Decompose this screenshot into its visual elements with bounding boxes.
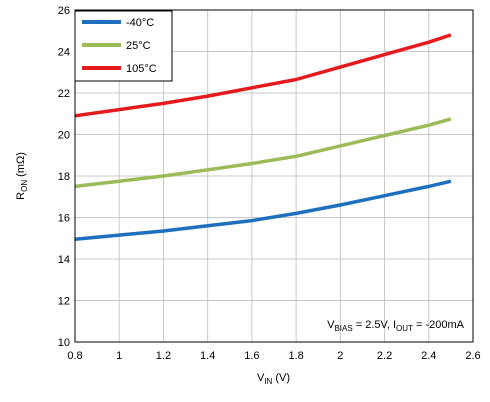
series-lines xyxy=(74,33,452,242)
series-line-0 xyxy=(74,179,452,242)
x-tick-label: 0.8 xyxy=(67,350,82,362)
x-tick-label: 2.2 xyxy=(377,350,392,362)
y-axis-title-main: R xyxy=(15,192,27,200)
series-line-1 xyxy=(74,117,452,189)
series-line-2 xyxy=(74,33,452,118)
annot-out-sub: OUT xyxy=(396,324,413,333)
annot-v: V xyxy=(327,319,335,331)
x-axis-title-unit: (V) xyxy=(272,372,290,384)
annot-out-val: = -200mA xyxy=(413,319,465,331)
y-tick-label: 16 xyxy=(58,213,70,225)
y-tick-label: 26 xyxy=(58,5,70,17)
x-tick-label: 1.4 xyxy=(200,350,215,362)
legend-label-2: 105°C xyxy=(126,63,157,75)
x-axis-title-main: V xyxy=(257,372,265,384)
legend: -40°C 25°C 105°C xyxy=(74,10,173,82)
y-tick-labels: 10 12 14 16 18 20 22 24 26 xyxy=(58,5,70,349)
y-axis-title-unit: (mΩ) xyxy=(15,152,27,180)
x-tick-label: 2.4 xyxy=(421,350,436,362)
x-tick-label: 1.2 xyxy=(156,350,171,362)
plot-frame xyxy=(74,9,474,343)
y-axis-title-sub: ON xyxy=(20,180,29,192)
y-tick-label: 18 xyxy=(58,171,70,183)
y-axis-title: RON (mΩ) xyxy=(15,152,29,200)
y-tick-label: 10 xyxy=(58,337,70,349)
y-tick-label: 22 xyxy=(58,88,70,100)
x-tick-label: 1.6 xyxy=(244,350,259,362)
legend-label-1: 25°C xyxy=(126,40,151,52)
y-tick-label: 20 xyxy=(58,130,70,142)
x-tick-label: 1.8 xyxy=(288,350,303,362)
y-tick-label: 12 xyxy=(58,296,70,308)
x-axis-title: VIN (V) xyxy=(257,372,290,386)
annot-bias-val: = 2.5V, xyxy=(353,319,393,331)
y-tick-label: 24 xyxy=(58,47,70,59)
x-tick-labels: 0.8 1 1.2 1.4 1.6 1.8 2 2.2 2.4 2.6 xyxy=(67,350,480,362)
x-tick-label: 1 xyxy=(116,350,122,362)
annot-i: I xyxy=(393,319,396,331)
annot-bias-sub: BIAS xyxy=(334,324,352,333)
x-tick-label: 2 xyxy=(337,350,343,362)
bias-annotation: VBIAS = 2.5V, IOUT = -200mA xyxy=(327,319,465,333)
x-axis-title-sub: IN xyxy=(264,377,272,386)
y-tick-label: 14 xyxy=(58,254,70,266)
legend-label-0: -40°C xyxy=(126,17,154,29)
x-tick-label: 2.6 xyxy=(465,350,480,362)
